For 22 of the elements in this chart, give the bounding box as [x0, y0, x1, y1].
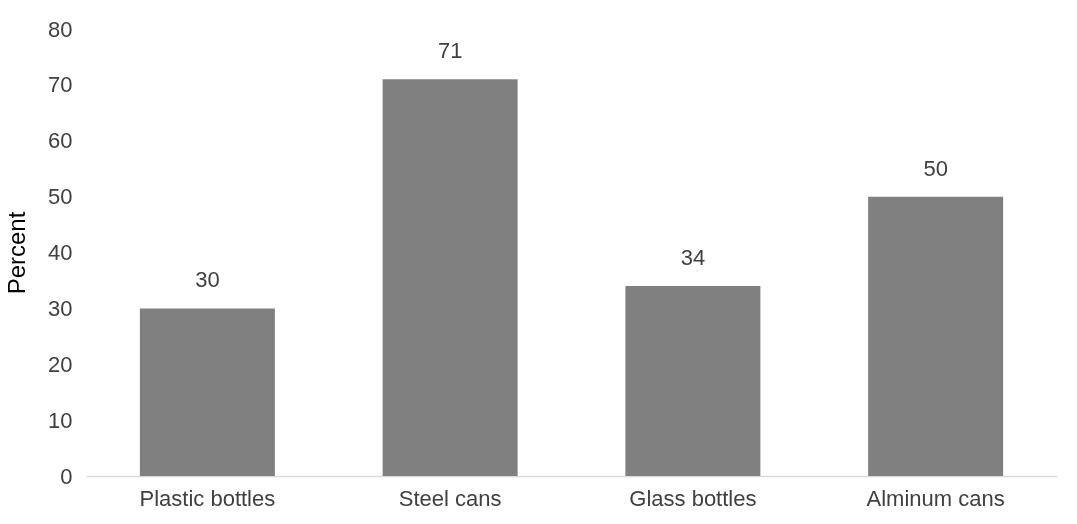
y-tick-label: 20: [48, 351, 73, 377]
y-tick-label: 0: [60, 463, 73, 489]
bar: [868, 196, 1004, 476]
y-tick-label: 30: [48, 295, 73, 321]
data-label: 50: [923, 155, 948, 181]
y-tick-label: 70: [48, 72, 73, 98]
x-tick-label: Glass bottles: [629, 485, 757, 511]
data-label: 71: [437, 38, 463, 64]
y-tick-label: 60: [48, 128, 73, 154]
y-axis-title: Percent: [3, 211, 31, 295]
x-tick-label: Alminum cans: [866, 485, 1005, 511]
y-tick-label: 40: [48, 240, 73, 265]
x-tick-label: Steel cans: [398, 485, 502, 511]
data-label: 34: [680, 245, 706, 271]
x-tick-label: Plastic bottles: [139, 485, 276, 511]
y-tick-label: 80: [48, 16, 73, 42]
bar: [139, 308, 275, 476]
data-label: 30: [195, 267, 220, 293]
y-tick-label: 50: [48, 184, 73, 210]
y-tick-label: 10: [48, 407, 73, 433]
bar: [625, 286, 761, 476]
bar: [382, 79, 518, 476]
